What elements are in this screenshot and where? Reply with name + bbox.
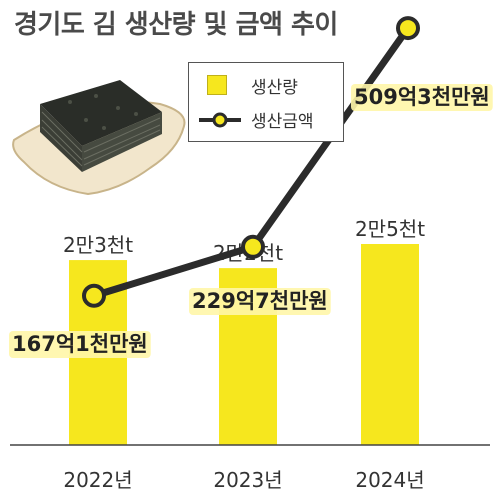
legend-item-bar: 생산량	[189, 71, 343, 101]
amount-value-label: 229억7천만원	[192, 289, 328, 313]
legend-line-label: 생산금액	[251, 112, 314, 132]
amount-label-group: 509억3천만원	[351, 84, 493, 111]
legend-bar-swatch	[207, 75, 227, 95]
amount-label-group: 167억1천만원	[9, 331, 151, 358]
amount-point-2022년	[82, 283, 106, 308]
amount-point-2023년	[241, 234, 265, 259]
x-tick-label: 2023년	[213, 468, 282, 492]
bar-value-label: 2만3천t	[63, 233, 133, 257]
legend-bar-label: 생산량	[251, 78, 298, 98]
legend-item-line: 생산금액	[189, 105, 343, 135]
amount-label-highlight	[189, 288, 331, 315]
x-tick-label: 2022년	[63, 468, 132, 492]
amount-label-highlight	[351, 84, 493, 111]
x-tick-label: 2024년	[355, 468, 424, 492]
amount-point-2024년	[396, 16, 420, 41]
amount-value-label: 167억1천만원	[12, 332, 148, 356]
amount-label-highlight	[9, 331, 151, 358]
amount-label-group: 229억7천만원	[189, 288, 331, 315]
page-title: 경기도 김 생산량 및 금액 추이	[14, 10, 338, 40]
bar-2024년	[361, 244, 419, 445]
seaweed-illustration	[12, 80, 186, 196]
bar-value-label: 2만5천t	[355, 217, 425, 241]
amount-value-label: 509억3천만원	[354, 85, 490, 109]
legend-line-swatch	[199, 112, 241, 128]
legend: 생산량 생산금액	[188, 62, 344, 142]
